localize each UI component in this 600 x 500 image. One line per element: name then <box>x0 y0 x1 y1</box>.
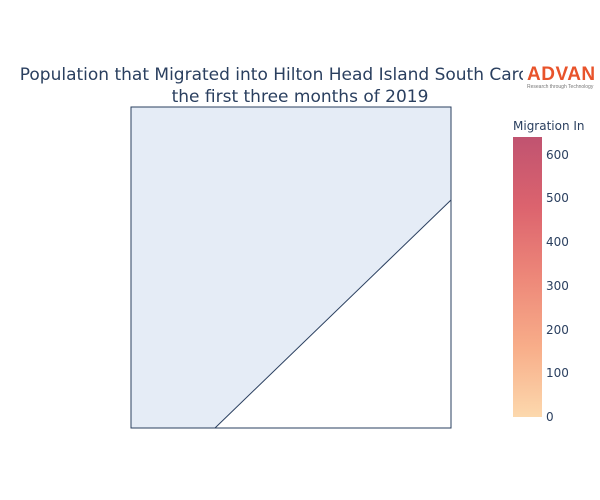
colorbar-tick-label: 500 <box>546 191 569 206</box>
logo-wordmark: ADVAN <box>527 64 596 85</box>
chart-title-line-2: the first three months of 2019 <box>171 87 429 107</box>
advan-logo: ADVAN Research through Technology <box>523 62 600 92</box>
colorbar-gradient <box>513 137 542 417</box>
colorbar-tick-label: 0 <box>546 410 554 424</box>
map-coastline <box>214 199 452 429</box>
colorbar-tick-label: 600 <box>546 147 569 162</box>
map-border <box>130 106 452 429</box>
colorbar-tick-label: 300 <box>546 278 569 293</box>
colorbar <box>513 137 542 417</box>
chart-title: Population that Migrated into Hilton Hea… <box>0 64 600 108</box>
logo-tagline: Research through Technology <box>527 84 594 90</box>
colorbar-tick-label: 100 <box>546 366 569 381</box>
colorbar-tick-label: 400 <box>546 235 569 249</box>
chart-title-line-1: Population that Migrated into Hilton Hea… <box>19 65 581 85</box>
colorbar-tick-label: 200 <box>546 322 569 337</box>
colorbar-title: Migration In <box>513 119 585 133</box>
